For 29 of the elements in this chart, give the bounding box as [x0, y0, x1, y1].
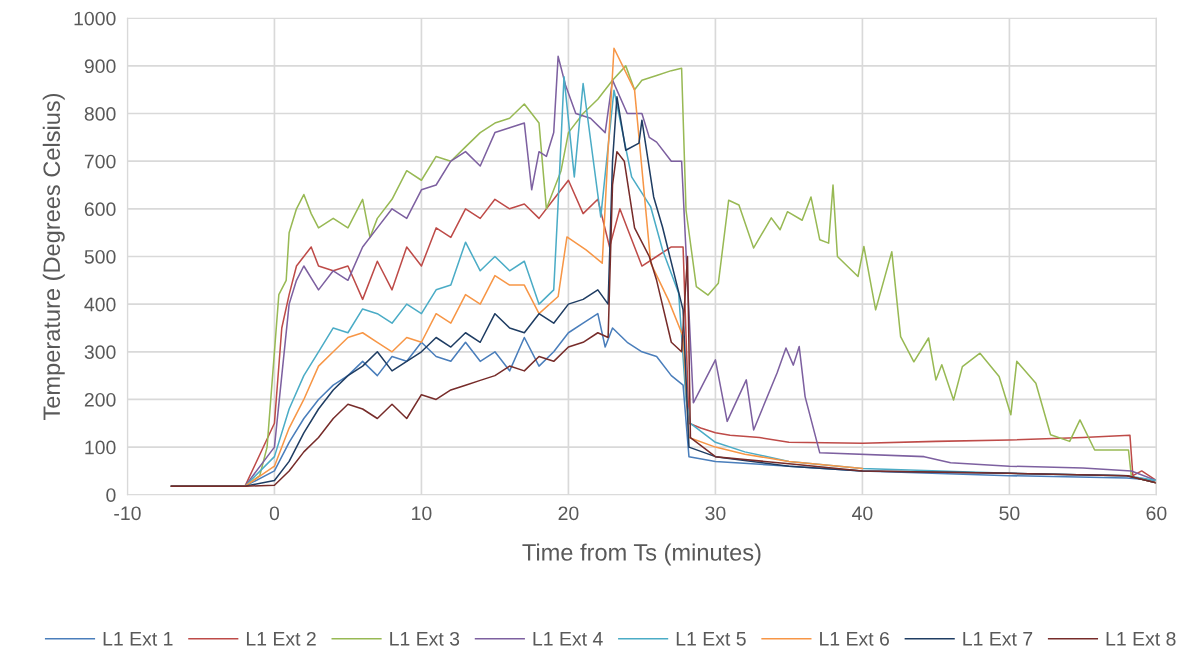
legend-label: L1 Ext 5: [676, 632, 746, 646]
legend-label: L1 Ext 8: [1106, 631, 1176, 646]
legend-label: L1 Ext 7: [963, 632, 1033, 646]
y-tick-label: 800: [84, 107, 116, 121]
y-tick-label: 400: [84, 297, 116, 312]
y-tick-label: 900: [84, 59, 116, 74]
legend-label: L1 Ext 1: [103, 632, 173, 646]
legend-label: L1 Ext 2: [246, 631, 316, 646]
y-tick-label: 700: [84, 154, 116, 169]
y-axis-title: Temperature (Degrees Celsius): [42, 93, 65, 420]
y-tick-label: 0: [106, 488, 116, 502]
x-tick-label: -10: [114, 506, 141, 521]
x-tick-label: 10: [412, 506, 432, 521]
x-tick-label: 30: [705, 506, 726, 521]
legend-label: L1 Ext 6: [820, 631, 889, 646]
y-tick-label: 100: [85, 440, 116, 455]
legend-label: L1 Ext 3: [390, 631, 460, 646]
y-tick-label: 600: [84, 202, 116, 217]
y-tick-label: 500: [84, 249, 116, 264]
x-tick-label: 50: [999, 506, 1020, 521]
x-axis-title: Time from Ts (minutes): [522, 543, 761, 566]
x-tick-label: 20: [558, 506, 579, 521]
x-tick-label: 0: [269, 506, 280, 521]
y-tick-label: 300: [84, 345, 116, 360]
x-tick-label: 60: [1146, 506, 1167, 521]
y-tick-label: 1000: [74, 11, 116, 26]
legend-label: L1 Ext 4: [533, 632, 603, 646]
x-tick-label: 40: [852, 506, 873, 521]
y-tick-label: 200: [84, 392, 116, 407]
